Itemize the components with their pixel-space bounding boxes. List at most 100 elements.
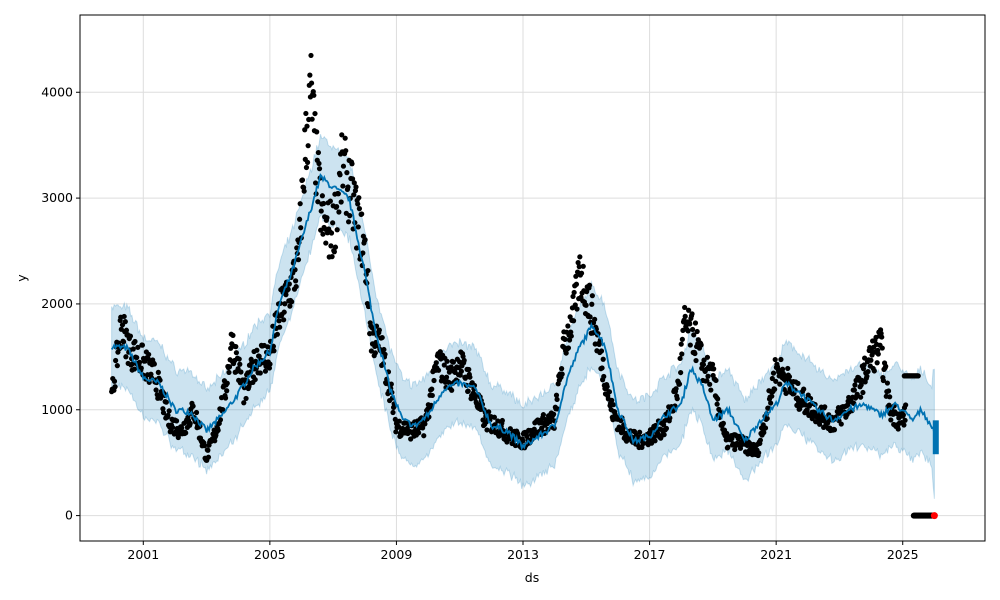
observed-point [308, 80, 315, 86]
y-tick-label: 4000 [41, 84, 73, 99]
observed-point [324, 215, 330, 221]
observed-point [446, 379, 452, 386]
observed-point [572, 302, 578, 308]
observed-point [212, 438, 218, 444]
observed-point [583, 302, 589, 308]
observed-point [795, 380, 801, 386]
observed-point [772, 386, 778, 392]
observed-point [660, 422, 667, 428]
observed-point [224, 388, 230, 394]
observed-point [312, 110, 318, 117]
observed-point [604, 384, 610, 390]
observed-point [368, 348, 374, 354]
observed-point [282, 301, 288, 307]
observed-point [449, 387, 455, 393]
observed-point [844, 402, 851, 408]
observed-point [274, 331, 280, 337]
observed-point [568, 333, 574, 339]
observed-point [694, 328, 700, 335]
observed-point [554, 396, 560, 403]
observed-point [663, 425, 670, 431]
observed-point [287, 303, 293, 309]
observed-point [679, 336, 685, 342]
observed-point [314, 129, 320, 135]
observed-point [785, 365, 791, 372]
observed-point [714, 401, 720, 407]
observed-point [858, 382, 864, 388]
observed-point [587, 314, 593, 320]
observed-point [777, 381, 783, 387]
observed-point [457, 359, 463, 365]
observed-point [883, 363, 889, 369]
observed-point [243, 395, 249, 402]
observed-point [690, 326, 696, 333]
observed-point [704, 378, 710, 384]
observed-point [316, 166, 323, 172]
observed-point [491, 414, 498, 420]
observed-point [330, 220, 336, 226]
observed-point [339, 132, 345, 138]
observed-point [566, 337, 573, 343]
observed-point [295, 257, 302, 263]
observed-point [708, 387, 714, 393]
observed-point [429, 386, 435, 392]
observed-point [163, 399, 169, 405]
observed-point [421, 433, 427, 439]
observed-point [705, 373, 711, 379]
observed-point [320, 231, 326, 237]
observed-point [122, 319, 128, 325]
observed-point [193, 409, 200, 416]
forecast-horizon-segment [932, 420, 939, 455]
observed-point [304, 123, 310, 129]
observed-point [328, 230, 335, 236]
observed-point [598, 348, 605, 354]
observed-point [312, 180, 319, 186]
observed-point [562, 336, 568, 342]
observed-point [121, 339, 127, 345]
observed-point [769, 393, 775, 399]
observed-point [679, 351, 685, 357]
observed-point [217, 417, 224, 423]
observed-point [568, 329, 574, 335]
observed-point [448, 364, 454, 370]
observed-point [565, 345, 572, 351]
observed-point [915, 373, 921, 379]
observed-point [441, 362, 447, 368]
observed-point [435, 367, 442, 373]
observed-point [875, 351, 881, 357]
observed-point [851, 387, 857, 393]
observed-point [304, 159, 311, 166]
observed-point [281, 309, 287, 315]
observed-point [316, 160, 322, 167]
observed-point [596, 341, 602, 347]
observed-point [139, 342, 146, 348]
observed-point [778, 356, 784, 363]
observed-point [151, 361, 157, 367]
observed-point [205, 454, 212, 460]
observed-point [720, 420, 726, 426]
observed-point [365, 267, 371, 274]
observed-point [121, 313, 127, 320]
observed-point [874, 360, 880, 366]
observed-point [345, 219, 352, 225]
observed-point [709, 361, 716, 367]
observed-point [237, 361, 243, 367]
observed-point [334, 227, 340, 233]
observed-point [639, 444, 645, 450]
observed-point [305, 143, 311, 149]
observed-point [205, 447, 211, 453]
observed-point [460, 353, 466, 360]
observed-point [289, 299, 295, 305]
observed-point [871, 368, 877, 374]
observed-point [698, 342, 704, 348]
observed-point [465, 388, 471, 394]
observed-point [297, 201, 303, 207]
forecast-yhat-line [110, 173, 936, 451]
observed-point [131, 366, 138, 372]
observed-point [677, 355, 683, 362]
observed-point [773, 378, 779, 384]
observed-point [461, 357, 467, 364]
observed-point [382, 351, 388, 357]
observed-point [113, 357, 119, 364]
